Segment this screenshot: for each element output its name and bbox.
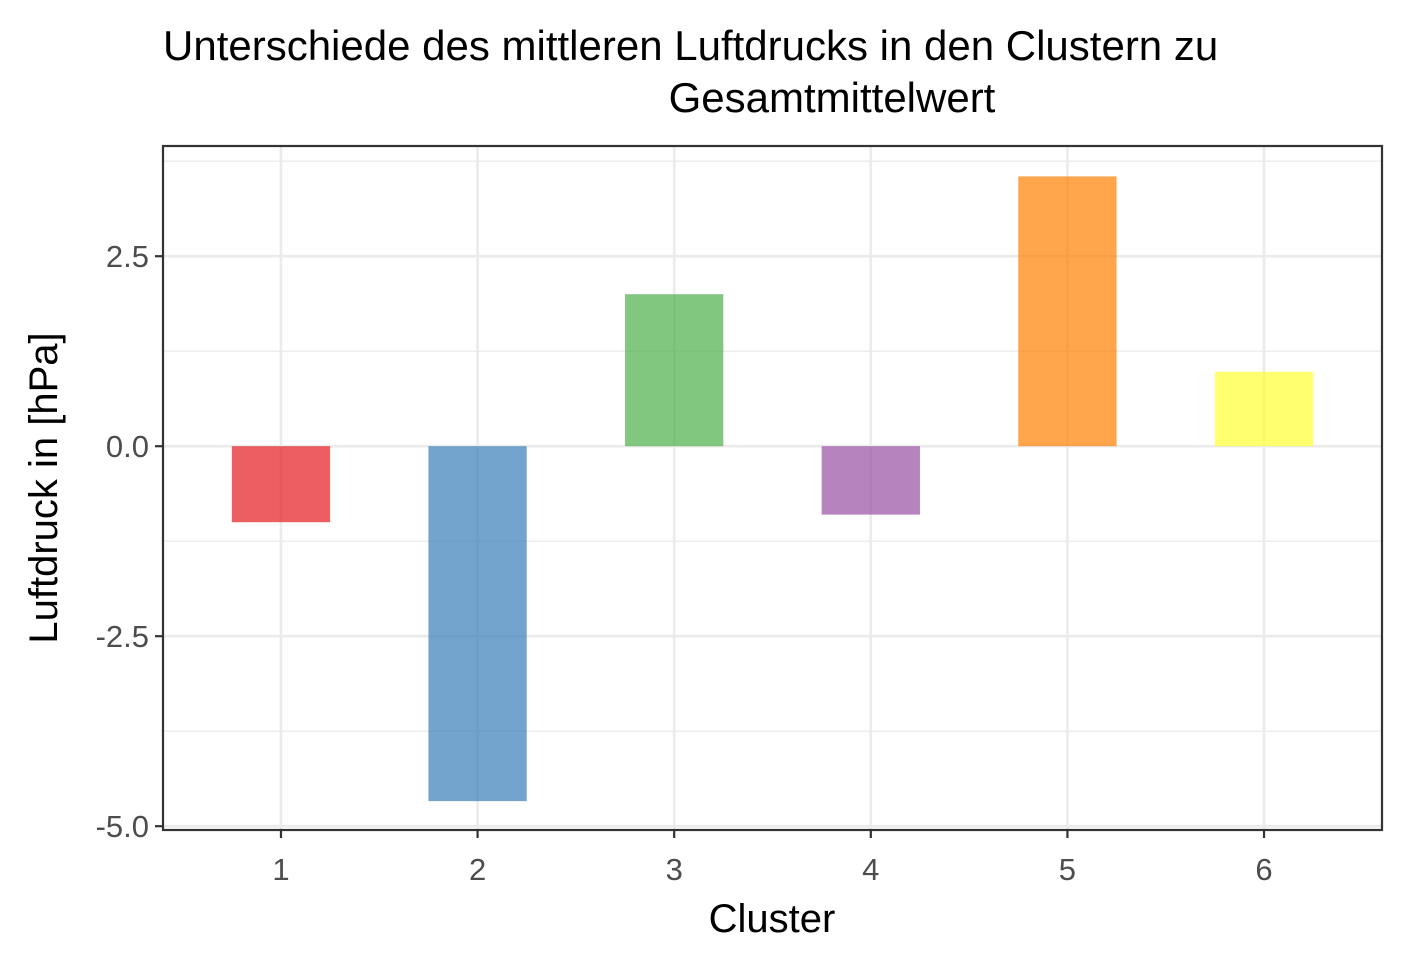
y-tick-label: -2.5 [96,619,149,654]
y-tick-label: 0.0 [106,429,149,464]
x-tick-label: 2 [469,852,486,887]
x-tick-label: 3 [666,852,683,887]
x-tick-label: 1 [272,852,289,887]
x-tick-label: 5 [1059,852,1076,887]
bar-cluster-5 [1018,176,1117,447]
bar-cluster-6 [1214,371,1314,447]
plot-panel [161,144,1384,832]
x-tick-label: 4 [862,852,879,887]
bar-cluster-4 [821,446,920,515]
grid [163,146,1382,830]
axis-ticks: -5.0 -2.5 0.0 2.5 1 2 3 4 5 6 [96,239,1273,887]
chart-subtitle: Gesamtmittelwert [669,74,996,121]
x-tick-label: 6 [1255,852,1272,887]
bar-cluster-2 [428,446,527,802]
bar-cluster-3 [625,294,724,447]
y-tick-label: -5.0 [96,809,149,844]
y-axis-title: Luftdruck in [hPa] [22,332,66,643]
bar-cluster-1 [231,446,331,523]
x-axis-title: Cluster [709,897,836,941]
y-tick-label: 2.5 [106,239,149,274]
bars [231,176,1314,802]
chart-title: Unterschiede des mittleren Luftdrucks in… [163,22,1218,69]
